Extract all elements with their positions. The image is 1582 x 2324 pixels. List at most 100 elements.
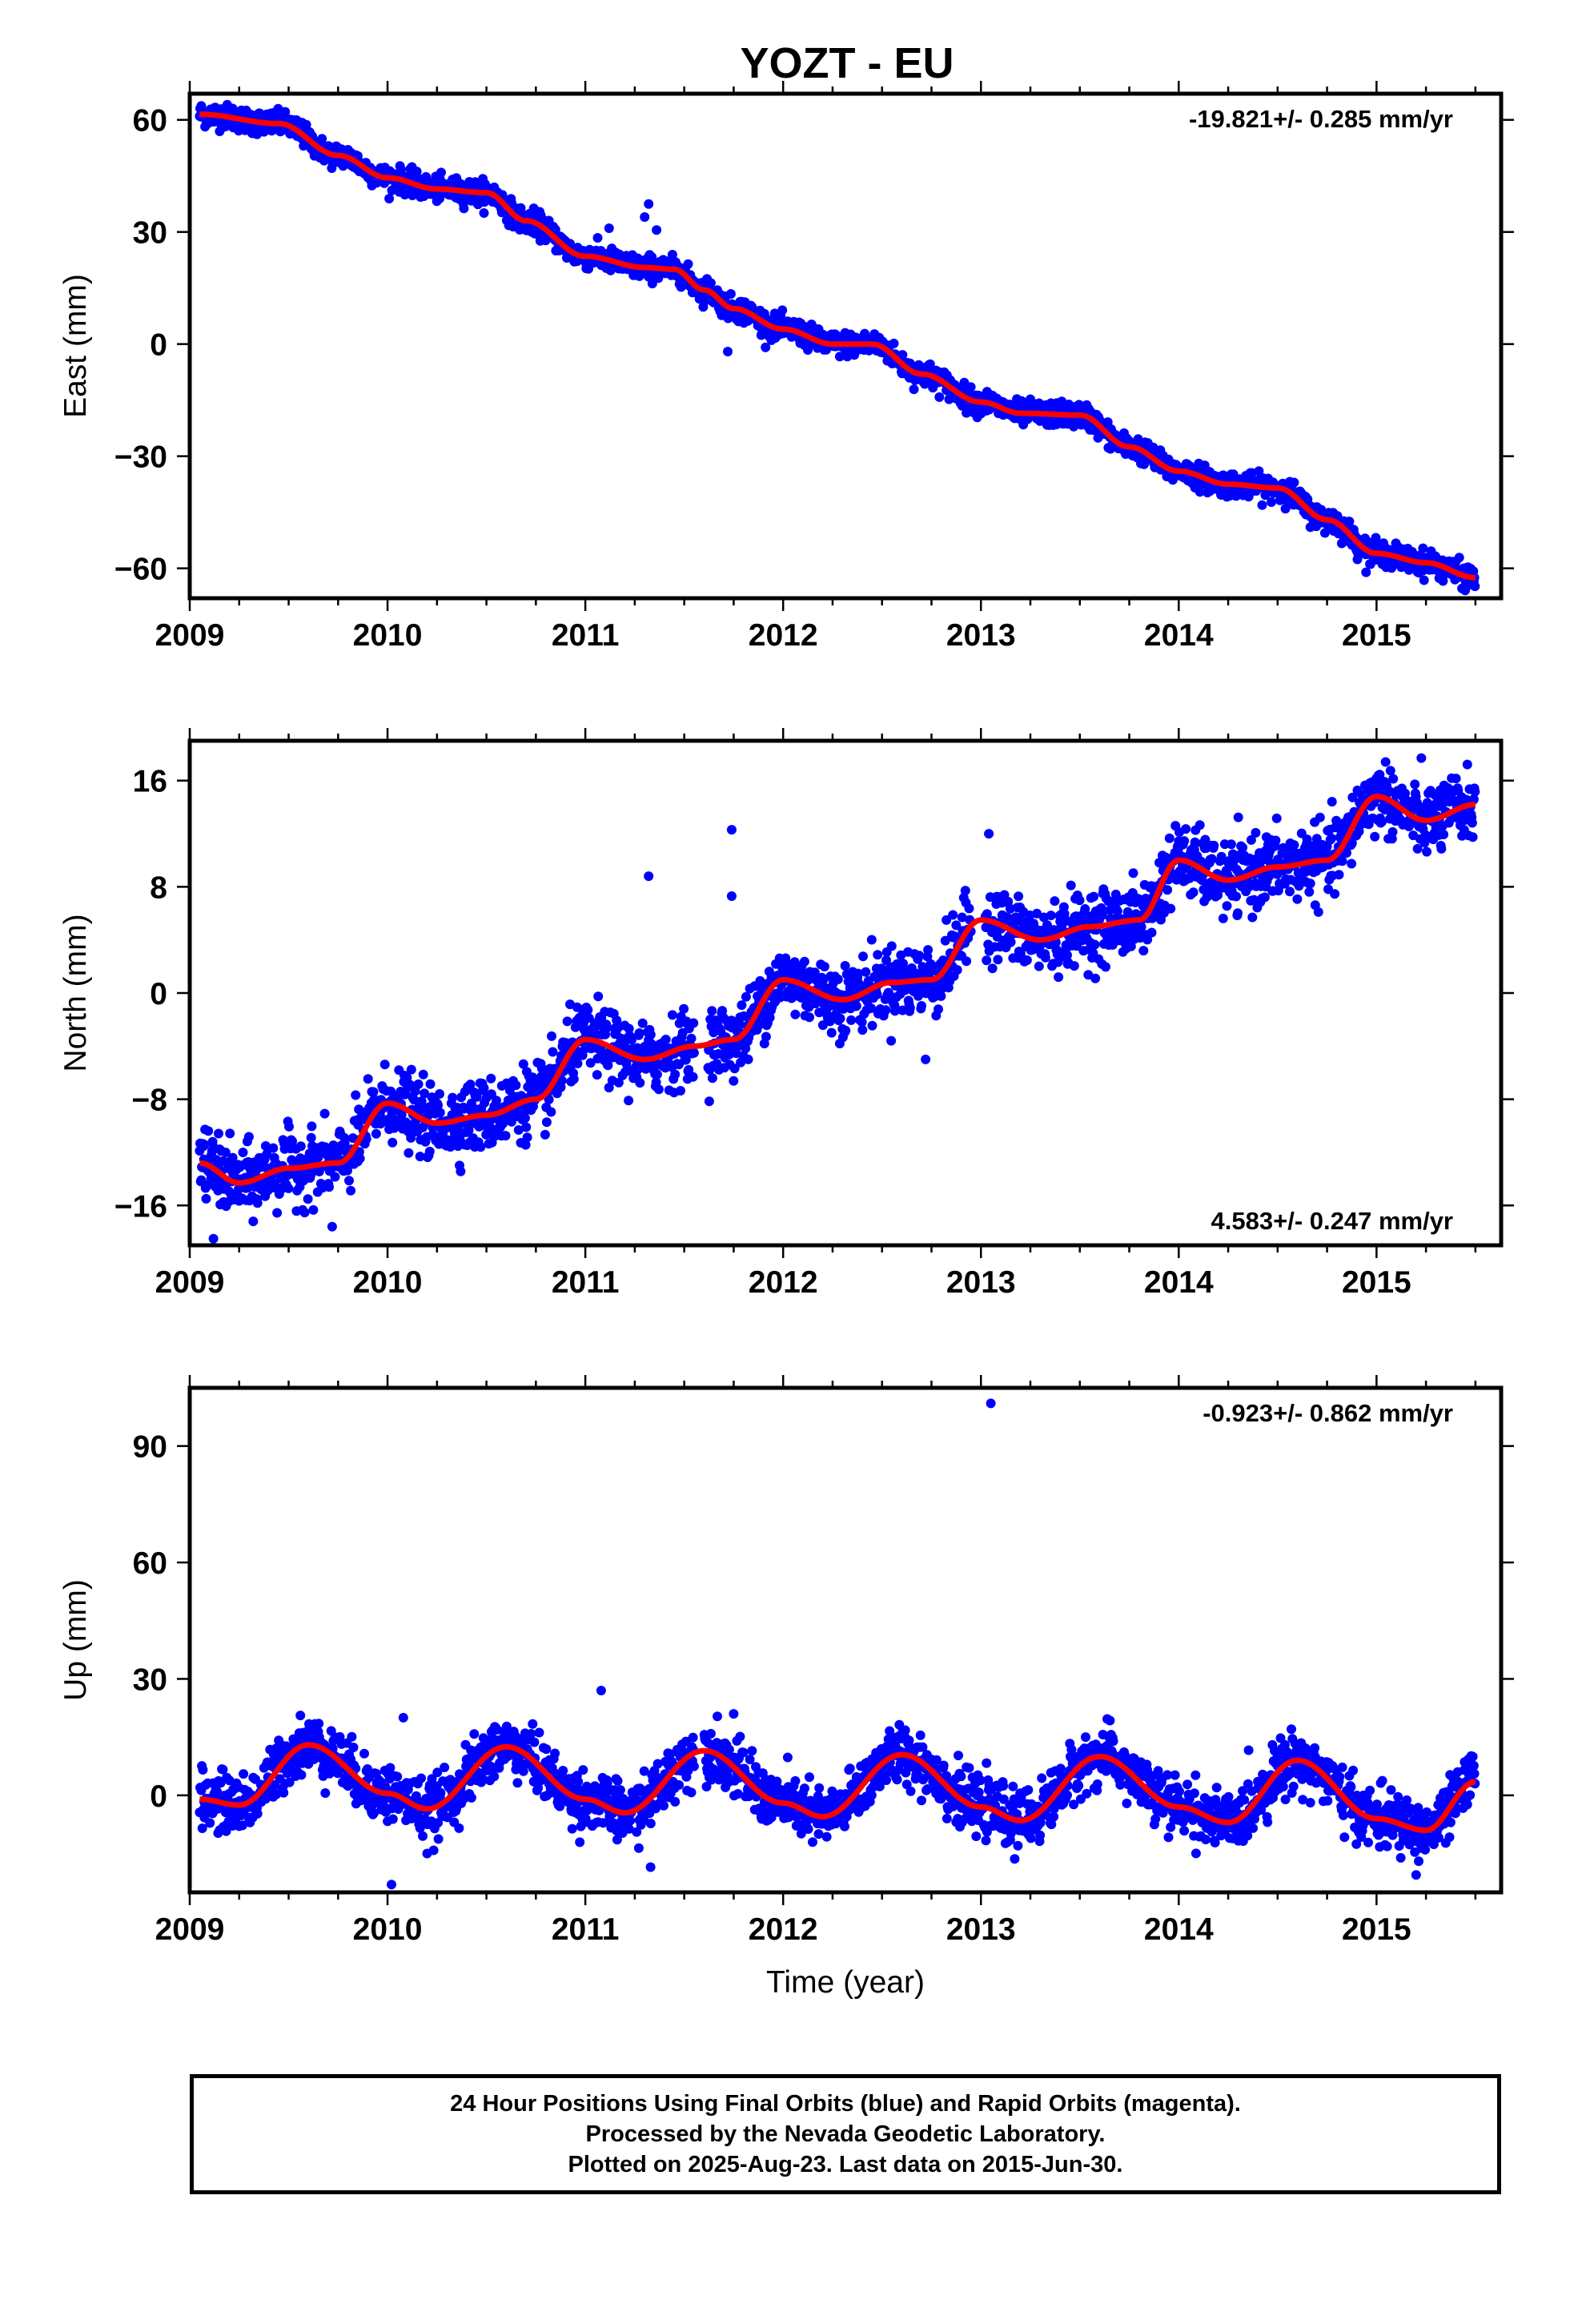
- data-point: [1014, 891, 1024, 902]
- data-point: [1344, 517, 1355, 527]
- panel-north: 2009 2010 2011 2012 2013 2014 20151680−8−16Nor…: [58, 728, 1514, 1300]
- x-tick-label: 2015: [1342, 1265, 1411, 1300]
- data-point: [409, 1095, 420, 1105]
- model-line-east: [199, 111, 1476, 581]
- outlier-point: [644, 871, 654, 882]
- data-point: [886, 941, 897, 951]
- data-point: [661, 1035, 671, 1044]
- data-point: [513, 1125, 524, 1135]
- data-point: [1046, 911, 1056, 921]
- data-point: [1022, 955, 1032, 965]
- data-point: [840, 961, 850, 971]
- data-point: [387, 1137, 398, 1148]
- data-point: [1271, 835, 1281, 846]
- data-point: [1304, 887, 1315, 897]
- data-point: [404, 1148, 414, 1158]
- data-point: [498, 1119, 508, 1129]
- data-point: [435, 1089, 444, 1099]
- x-tick-label: 2010: [353, 618, 423, 653]
- data-point: [805, 1012, 814, 1023]
- data-point: [835, 1013, 845, 1023]
- data-point: [568, 1074, 579, 1084]
- x-tick-label: 2012: [749, 1265, 818, 1300]
- data-point: [1254, 466, 1264, 476]
- outlier-point: [327, 1221, 337, 1232]
- rate-annotation: -19.821+/- 0.285 mm/yr: [1189, 105, 1453, 133]
- data-point: [1280, 504, 1291, 514]
- data-point: [243, 1132, 254, 1142]
- data-point: [1136, 922, 1146, 932]
- x-tick-label: 2013: [946, 618, 1016, 653]
- outlier-point: [208, 1233, 219, 1244]
- data-point: [593, 991, 604, 1002]
- y-tick-label: 0: [150, 328, 167, 363]
- data-point: [1271, 813, 1282, 823]
- y-tick-label: 16: [133, 765, 167, 799]
- data-point: [433, 1100, 443, 1110]
- data-point: [1347, 792, 1358, 802]
- data-point: [1247, 912, 1258, 923]
- data-point: [1251, 827, 1261, 838]
- data-point: [897, 350, 908, 360]
- x-tick-label: 2015: [1342, 618, 1411, 653]
- data-point: [1090, 939, 1100, 950]
- data-point: [942, 915, 952, 925]
- data-point: [872, 989, 882, 999]
- data-point: [964, 903, 974, 914]
- data-point: [761, 1031, 771, 1042]
- y-tick-label: 0: [150, 977, 167, 1011]
- data-point: [698, 302, 709, 312]
- data-point: [962, 956, 972, 967]
- data-point: [1006, 937, 1016, 947]
- data-point: [1066, 880, 1076, 891]
- data-point: [603, 1060, 613, 1071]
- x-tick-label: 2014: [1144, 1265, 1214, 1300]
- data-point: [1439, 830, 1449, 839]
- data-point: [909, 384, 919, 395]
- data-point: [486, 1073, 496, 1084]
- data-point: [436, 167, 446, 178]
- data-point: [546, 1107, 556, 1117]
- data-point: [866, 935, 877, 945]
- data-point: [1142, 935, 1153, 945]
- data-point: [479, 1083, 489, 1093]
- data-point: [1388, 774, 1399, 784]
- data-point: [1468, 832, 1478, 842]
- data-point: [384, 194, 395, 203]
- data-point: [613, 1077, 624, 1088]
- data-point: [203, 1126, 214, 1136]
- data-point: [1264, 871, 1275, 881]
- data-point: [707, 1073, 717, 1084]
- data-point: [1090, 973, 1101, 983]
- data-point: [993, 955, 1003, 965]
- data-point: [368, 1087, 379, 1097]
- y-tick-label: −60: [114, 553, 167, 587]
- data-point: [198, 1765, 208, 1775]
- data-point: [1188, 887, 1199, 898]
- data-point: [1370, 831, 1380, 842]
- data-point: [239, 1769, 249, 1779]
- x-tick-label: 2011: [552, 618, 620, 653]
- data-point: [522, 1132, 532, 1143]
- data-point: [1467, 818, 1477, 828]
- data-point: [1330, 889, 1340, 899]
- data-point: [925, 359, 935, 369]
- data-point: [435, 1108, 445, 1118]
- data-point: [1347, 858, 1357, 869]
- data-point: [1069, 961, 1079, 971]
- data-point: [1222, 901, 1232, 911]
- x-tick-label: 2010: [353, 1265, 423, 1300]
- data-point: [459, 203, 469, 214]
- data-point: [1305, 879, 1315, 889]
- data-point: [1342, 848, 1351, 858]
- data-point: [923, 945, 934, 955]
- data-point: [1218, 913, 1228, 923]
- data-point: [583, 1005, 593, 1015]
- data-point: [1377, 817, 1387, 827]
- data-point: [330, 1172, 340, 1182]
- data-point: [1416, 753, 1427, 763]
- data-point: [1166, 903, 1176, 914]
- data-point: [1380, 757, 1391, 767]
- data-point: [1209, 840, 1219, 850]
- data-point: [689, 1018, 699, 1028]
